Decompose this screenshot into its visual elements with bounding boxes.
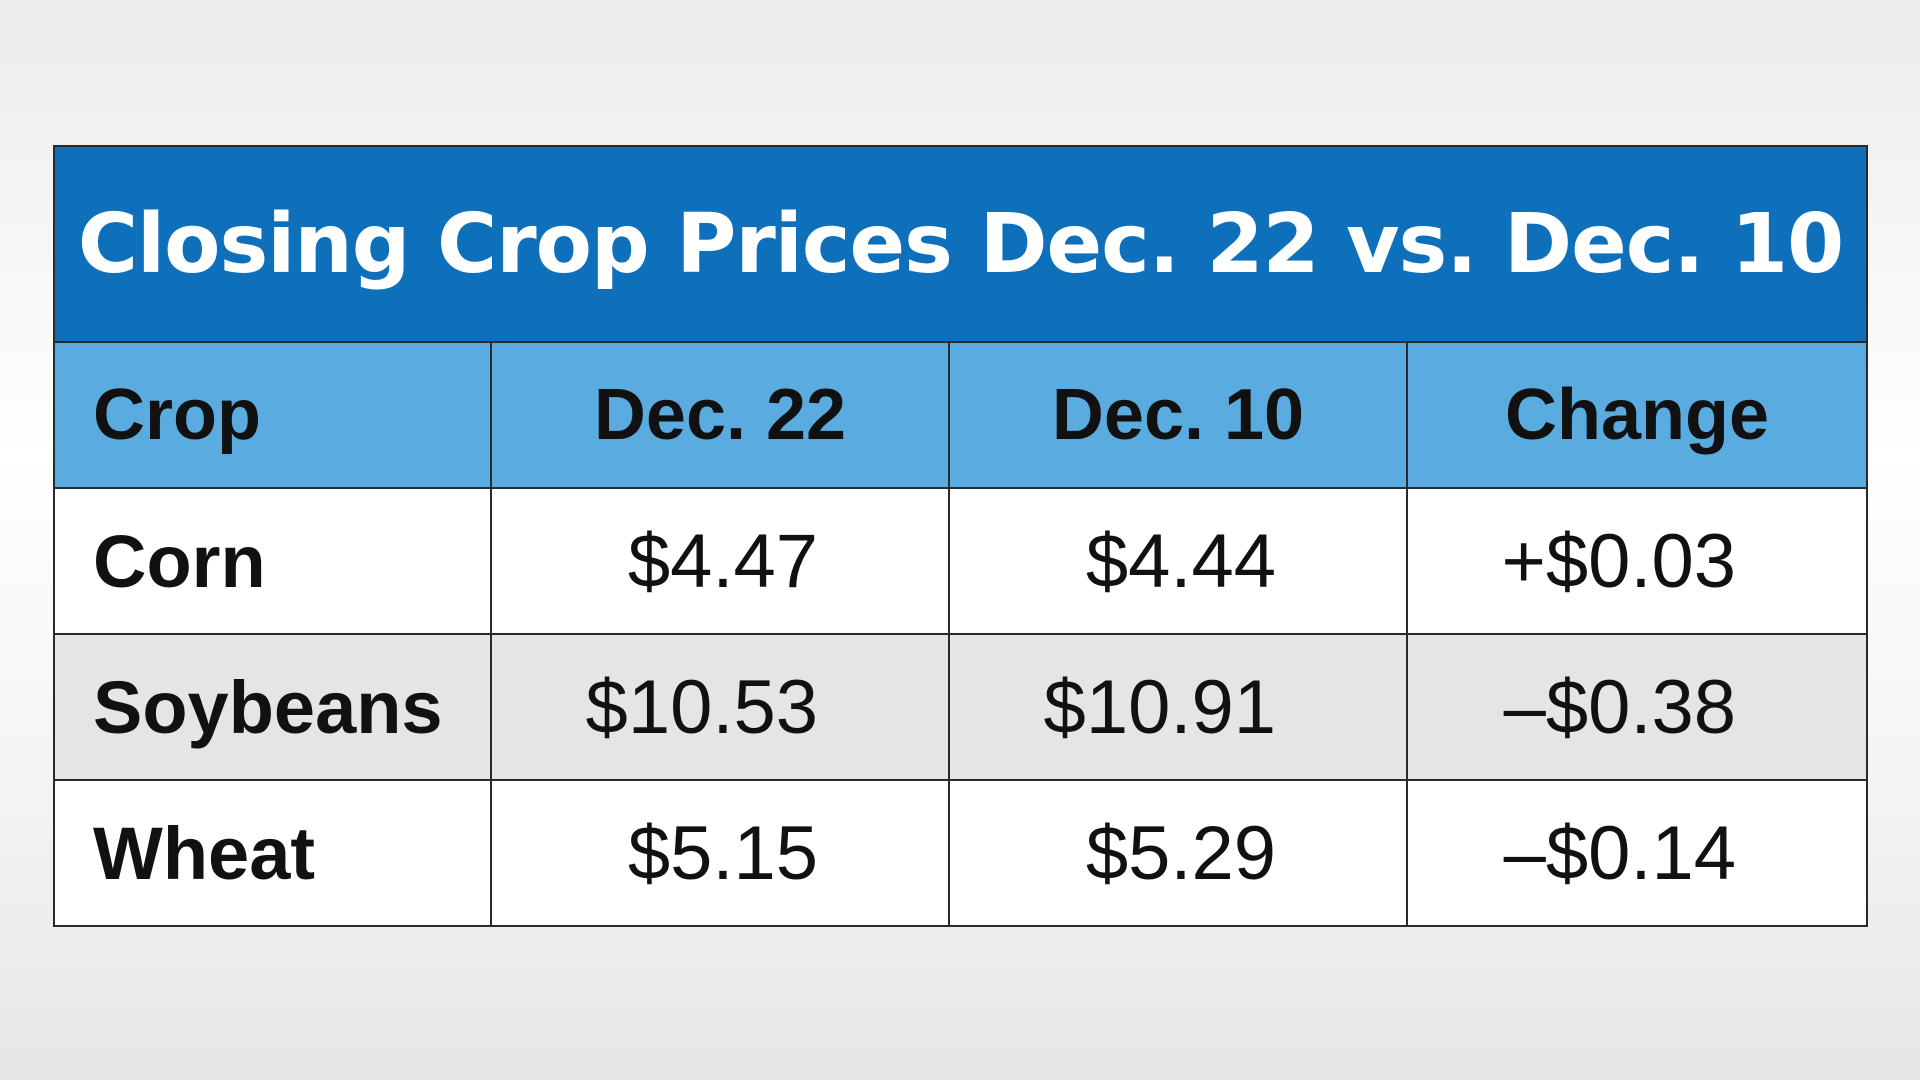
price-change: +$0.03 [1405,487,1869,635]
table-row-corn: Corn $4.47 $4.44 +$0.03 [53,487,1869,635]
price-dec-22: $4.47 [490,487,950,635]
price-dec-10: $5.29 [948,779,1408,927]
header-row: Crop Dec. 22 Dec. 10 Change [53,341,1869,489]
price-dec-10: $10.91 [948,633,1408,781]
crop-name: Soybeans [53,633,492,781]
crop-name: Corn [53,487,492,635]
title-row: Closing Crop Prices Dec. 22 vs. Dec. 10 [52,145,1869,343]
price-dec-22: $10.53 [490,633,950,781]
price-change: –$0.14 [1405,779,1869,927]
table-row-soybeans: Soybeans $10.53 $10.91 –$0.38 [53,633,1869,781]
crop-name: Wheat [53,779,492,927]
column-header-change: Change [1405,341,1869,489]
price-dec-22: $5.15 [490,779,950,927]
table-row-wheat: Wheat $5.15 $5.29 –$0.14 [53,779,1869,927]
price-dec-10: $4.44 [948,487,1408,635]
column-header-dec-10: Dec. 10 [948,341,1408,489]
crop-prices-table: Closing Crop Prices Dec. 22 vs. Dec. 10 … [52,145,1869,927]
table-title: Closing Crop Prices Dec. 22 vs. Dec. 10 [52,145,1869,343]
column-header-crop: Crop [53,341,492,489]
column-header-dec-22: Dec. 22 [490,341,950,489]
price-change: –$0.38 [1405,633,1869,781]
